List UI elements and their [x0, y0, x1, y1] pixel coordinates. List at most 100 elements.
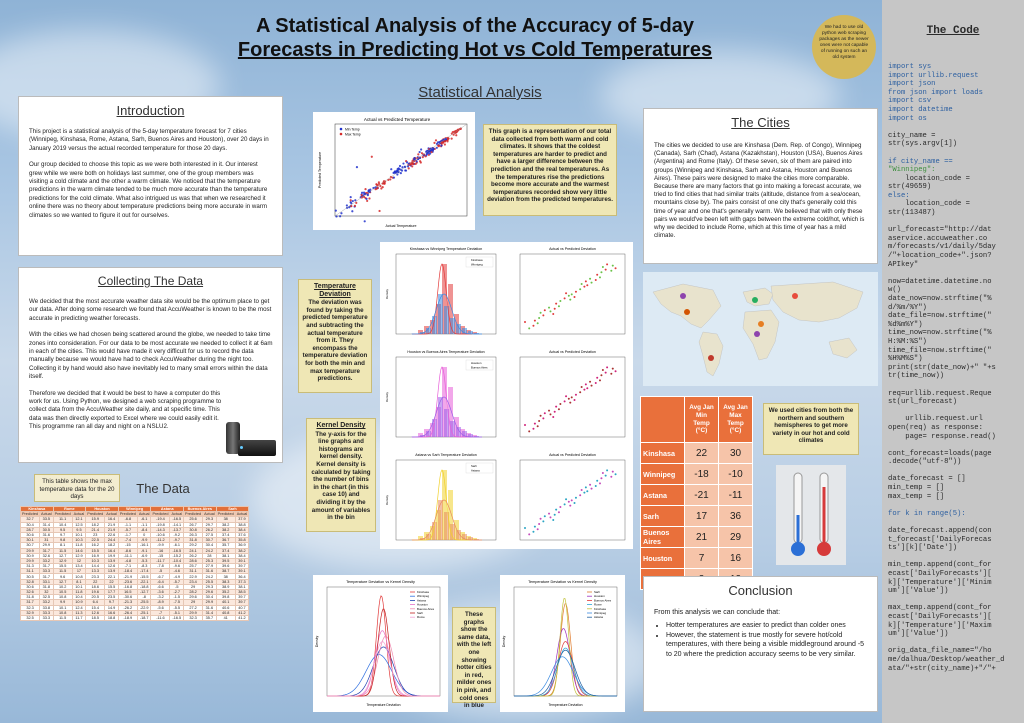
table-row: 30.1 31 9.8 10.3 22.5 24.4 -7.4 -9.9 -11.2 -9.7 31…: [19, 537, 250, 544]
code-line: str(49659): [888, 183, 932, 192]
scatter-point-max: [379, 184, 382, 188]
scatter-point-min: [390, 168, 393, 171]
kd-curve: [327, 608, 440, 697]
scatter-point-min: [428, 152, 432, 155]
conclusion-lead: From this analysis we can conclude that:: [654, 609, 781, 616]
code-line: date_forecast.append(con: [888, 527, 992, 536]
scatter-point: [604, 474, 607, 477]
thermometer-image: [776, 465, 846, 565]
code-line: k]['Temperature']['Maxim: [888, 621, 992, 630]
hist-title: Houston vs Buenos Aires Temperature Devi…: [407, 350, 484, 354]
hist-bar: [450, 318, 455, 334]
avg-value: -11: [718, 484, 753, 506]
hist-bar: [474, 333, 479, 334]
scatter-point-min: [399, 172, 402, 175]
table-cell: -16.5: [169, 614, 185, 622]
code-line: min_temp = []: [888, 484, 945, 493]
scatter-point: [580, 489, 583, 491]
scatter-point: [555, 405, 558, 408]
hist-bar: [438, 397, 443, 437]
code-line: %H%M%S"): [888, 355, 923, 364]
scatter-point: [601, 472, 604, 474]
hist-bar: [474, 436, 479, 437]
scatter-point: [543, 309, 546, 312]
scatter-point: [532, 324, 535, 327]
scatter-point: [532, 530, 535, 533]
code-line: str(113487): [888, 209, 936, 218]
avg-row: Sarh 17 36: [640, 505, 753, 527]
scatter-point: [573, 399, 576, 401]
scatter-point: [604, 268, 607, 271]
avg-value: -18: [684, 463, 719, 485]
hist-bar: [444, 512, 449, 540]
scatter-point: [600, 477, 603, 480]
scatter-point: [601, 369, 604, 371]
kernel-density-note-text: The y-axis for the line graphs and histo…: [311, 430, 371, 522]
scatter-point-max: [350, 205, 353, 208]
kd-legend: Rome: [417, 615, 425, 619]
avg-row: Winnipeg -18 -10: [640, 463, 753, 485]
scatter-point-min: [435, 146, 438, 149]
kd-legend: Buenos Aires: [417, 607, 435, 611]
scatter-point-max: [419, 160, 422, 163]
hist-ylabel: Density: [385, 495, 389, 506]
scatter-point: [539, 414, 542, 417]
scatter-point-max: [443, 143, 446, 146]
table-cell: 35.7: [202, 614, 217, 622]
table-city-header: Buenos Aires: [183, 505, 217, 513]
map-pin-houston: [684, 309, 690, 315]
scatter-point-min: [428, 149, 431, 152]
hist-bar: [442, 264, 447, 334]
table-cell: 41: [215, 614, 236, 622]
scatter-point: [569, 298, 572, 301]
scatter-point: [570, 293, 573, 296]
code-line: req=urllib.request.Reque: [888, 389, 992, 398]
hist-bar: [438, 500, 443, 540]
avg-value: 7: [684, 547, 719, 569]
scatter-title: Actual vs Predicted Deviation: [549, 247, 596, 251]
scatter-point-min: [404, 169, 407, 172]
avg-value: 16: [718, 547, 753, 569]
kde-line: [411, 293, 483, 335]
table-row: 30.6 31.8 10.2 10.1 18.6 15.5 -16.8 -18.8 -6.6 -5…: [19, 583, 250, 591]
scatter-point: [606, 469, 609, 472]
scatter-point-min: [363, 220, 366, 223]
hist-bar: [474, 539, 479, 540]
table-subheader: Predicted: [183, 511, 204, 518]
scatter-point: [580, 283, 583, 285]
code-line: [888, 441, 1018, 450]
scatter-point-max: [417, 153, 420, 156]
hist-bar: [468, 331, 473, 334]
table-row: 32.5 33.3 11.5 11.7 18.5 18.8 -18.9 -18.7 -11.6-…: [19, 614, 250, 622]
table-cell: 41.2: [234, 614, 250, 622]
scatter-point: [557, 511, 560, 514]
code-line: min_temp.append(cont_for: [888, 561, 992, 570]
scatter-point-min: [334, 209, 337, 212]
scatter-point: [555, 302, 558, 305]
avg-city: Sarh: [640, 505, 685, 527]
scatter-point: [573, 296, 576, 298]
scatter-point: [586, 284, 589, 287]
code-line: ecast['DailyForecasts'][: [888, 570, 992, 578]
scatter-point: [583, 388, 586, 391]
scatter-point-max: [433, 141, 436, 144]
scatter-point: [557, 408, 560, 411]
scatter-point: [586, 387, 589, 390]
title-line-2: Forecasts in Predicting Hot vs Cold Temp…: [237, 39, 713, 61]
avg-temperature-table: Avg Jan Min Temp (°C) Avg Jan Max Temp (°…: [640, 396, 753, 590]
scatter-point-max: [355, 201, 358, 204]
scatter-point: [536, 322, 539, 325]
code-line: w(): [888, 286, 901, 295]
avg-value: -21: [684, 484, 719, 506]
scatter-point-max: [434, 139, 438, 142]
scatter-point: [536, 425, 539, 428]
scatter-point: [589, 483, 592, 486]
scatter-point: [552, 416, 555, 418]
scatter-point-min: [397, 167, 400, 170]
scatter-point: [553, 513, 556, 516]
world-map: [643, 272, 878, 386]
scatter-point-max: [430, 151, 433, 154]
deviation-figures-grid: Kinshasa vs Winnipeg Temperature Deviati…: [380, 242, 633, 549]
hist-bar: [432, 316, 437, 334]
code-line: time_file=now.strftime(": [888, 346, 992, 355]
